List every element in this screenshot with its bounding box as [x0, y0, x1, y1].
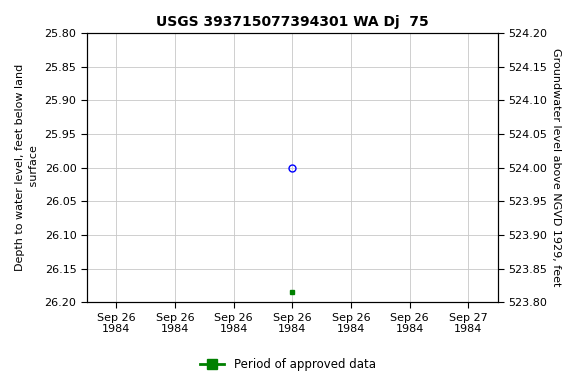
Title: USGS 393715077394301 WA Dj  75: USGS 393715077394301 WA Dj 75	[156, 15, 429, 29]
Y-axis label: Depth to water level, feet below land
 surface: Depth to water level, feet below land su…	[15, 64, 39, 271]
Y-axis label: Groundwater level above NGVD 1929, feet: Groundwater level above NGVD 1929, feet	[551, 48, 561, 287]
Legend: Period of approved data: Period of approved data	[196, 354, 380, 376]
